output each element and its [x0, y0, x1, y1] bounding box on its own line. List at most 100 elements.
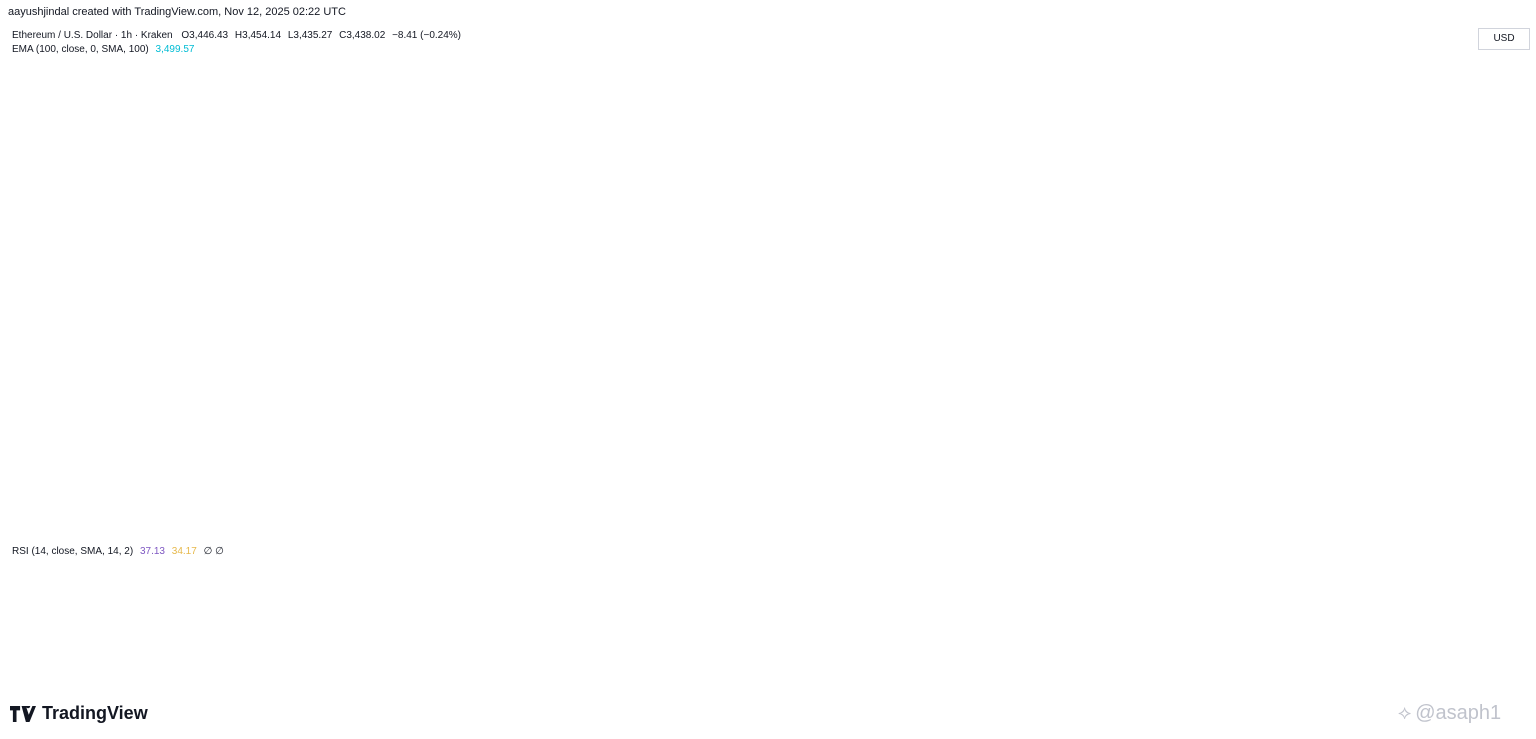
y-tick-label: 3,200.00 — [1484, 491, 1519, 501]
y-tick-label: 3,475.00 — [1484, 217, 1519, 227]
y-tick-label: 3,400.00 — [1484, 292, 1519, 302]
candle-body — [143, 252, 149, 278]
ema-legend[interactable]: EMA (100, close, 0, SMA, 100) 3,499.57 — [12, 44, 194, 55]
candle-body — [823, 157, 829, 168]
ohlc-open: O3,446.43 — [181, 30, 229, 41]
candle-body — [925, 255, 931, 260]
candle-body — [610, 79, 617, 98]
candle-body — [491, 119, 498, 153]
candle-body — [41, 351, 47, 365]
y-tick-label: 3,600.00 — [1484, 93, 1519, 103]
candle-body — [211, 252, 217, 260]
level-price-tag — [1476, 277, 1528, 292]
level-price-tag — [1476, 330, 1528, 345]
candle-body — [347, 291, 353, 295]
x-tick-label: 18:00 — [356, 672, 379, 682]
y-tick-label: 3,275.00 — [1484, 416, 1519, 426]
candle-body — [474, 169, 481, 178]
symbol-label[interactable]: Ethereum / U.S. Dollar · 1h · Kraken — [12, 30, 173, 41]
candle-body — [296, 306, 302, 312]
currency-button[interactable]: USD — [1478, 28, 1530, 50]
rsi-sma-value: 34.17 — [171, 546, 197, 557]
candle-body — [661, 137, 668, 150]
rsi-band — [8, 570, 1475, 648]
last-price-label: 3,438.02 — [1484, 254, 1519, 264]
candle-body — [287, 301, 294, 307]
x-tick-label: 12:00 — [305, 672, 328, 682]
candle-body — [602, 79, 608, 86]
rsi-value: 37.13 — [139, 546, 165, 557]
ohlc-close: C3,438.02 — [339, 30, 386, 41]
rsi-legend[interactable]: RSI (14, close, SMA, 14, 2) 37.13 34.17 … — [12, 546, 224, 557]
x-tick-label: 12 — [1025, 672, 1035, 682]
candle-body — [865, 227, 872, 236]
x-tick-label: 06:00 — [866, 672, 889, 682]
candle-body — [797, 132, 804, 150]
y-tick-label: 3,225.00 — [1484, 466, 1519, 476]
x-tick-label: 10 — [617, 672, 627, 682]
x-tick-label: 06:00 — [1274, 672, 1297, 682]
candle-body — [7, 346, 13, 355]
candle-body — [500, 115, 506, 120]
candle-body — [372, 311, 379, 325]
last-price-tag — [1476, 251, 1528, 278]
x-tick-label: 18:00 — [560, 672, 583, 682]
candle-body — [236, 255, 243, 266]
symbol-legend: Ethereum / U.S. Dollar · 1h · Kraken O3,… — [12, 30, 465, 41]
level-price-label: 3,292.10 — [1484, 399, 1519, 409]
candle-body — [517, 105, 523, 120]
candle-body — [899, 277, 906, 280]
rsi-tick-label: 60.00 — [1484, 585, 1507, 595]
candle-body — [194, 267, 200, 280]
tradingview-logo[interactable]: TradingView — [10, 703, 148, 724]
candle-body — [219, 252, 226, 270]
ema-line — [9, 180, 929, 276]
ohlc-high: H3,454.14 — [234, 30, 282, 41]
candle-body — [168, 249, 175, 258]
x-tick-label: 12:00 — [917, 672, 940, 682]
candle-body — [806, 127, 812, 150]
candle-body — [355, 294, 362, 305]
candle-body — [670, 132, 676, 150]
candle-body — [882, 252, 889, 273]
candle-body — [304, 311, 311, 327]
candle-body — [704, 112, 710, 130]
candle-body — [568, 77, 574, 80]
candle-body — [789, 132, 795, 140]
x-tick-label: 12:00 — [1325, 672, 1348, 682]
x-tick-label: 06:00 — [662, 672, 685, 682]
candle-body — [593, 67, 600, 86]
candle-body — [653, 137, 659, 168]
y-tick-label: 3,450.00 — [1484, 242, 1519, 252]
tradingview-brand: TradingView — [42, 703, 148, 723]
countdown-label: 37:29 — [1491, 265, 1514, 275]
level-price-label: 3,359.48 — [1484, 332, 1519, 342]
y-tick-label: 3,175.00 — [1484, 516, 1519, 526]
candle-body — [746, 127, 753, 148]
level-price-tag — [1476, 173, 1528, 188]
candle-body — [534, 57, 540, 63]
candle-body — [449, 207, 455, 248]
candle-body — [126, 296, 132, 345]
candle-body — [432, 277, 438, 287]
candle-body — [151, 237, 158, 253]
x-tick-label: 06:00 — [1070, 672, 1093, 682]
x-tick-label: 11 — [821, 672, 830, 682]
candle-body — [440, 247, 447, 278]
x-tick-label: 06:00 — [50, 672, 73, 682]
candle-body — [24, 338, 30, 345]
candle-body — [466, 169, 472, 180]
candle-body — [185, 265, 192, 280]
flash-icon — [1004, 521, 1020, 537]
rsi-extra: ∅ ∅ — [203, 546, 224, 557]
candle-body — [687, 122, 693, 138]
candle-body — [177, 257, 183, 266]
candle-body — [619, 97, 625, 160]
level-price-label: 3,199.36 — [1484, 492, 1519, 502]
ema-label: EMA (100, close, 0, SMA, 100) — [12, 44, 149, 55]
candle-body — [585, 67, 591, 93]
candle-body — [551, 67, 557, 88]
y-tick-label: 3,250.00 — [1484, 441, 1519, 451]
x-tick-label: 8 — [211, 672, 216, 682]
